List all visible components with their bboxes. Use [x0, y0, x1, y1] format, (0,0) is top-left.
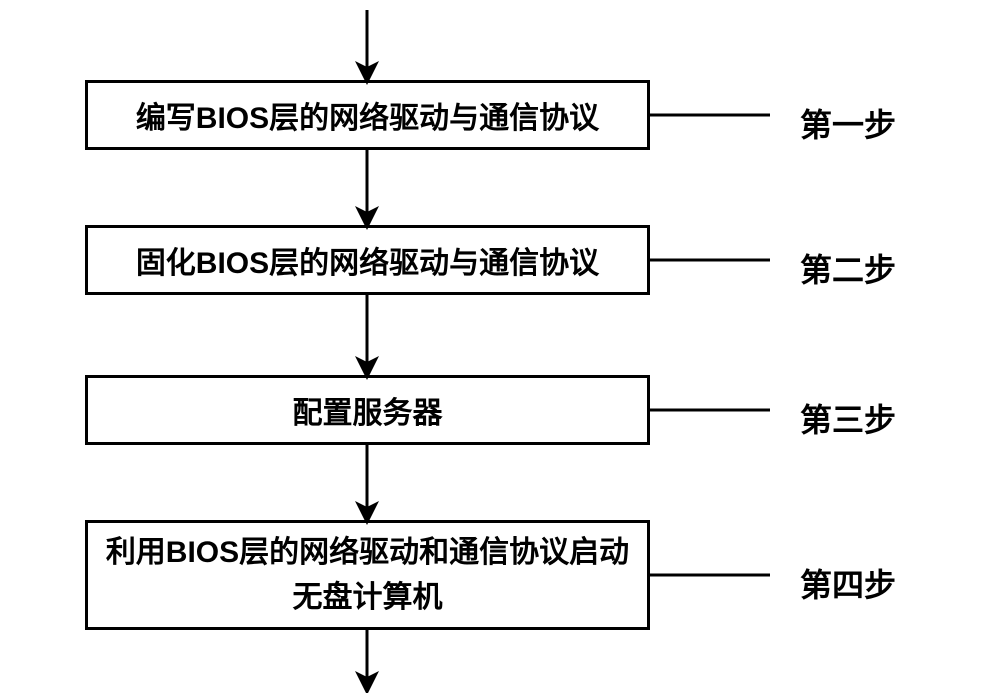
flowchart-canvas: 编写BIOS层的网络驱动与通信协议 第一步 固化BIOS层的网络驱动与通信协议 …	[0, 0, 1000, 693]
step-text-3: 配置服务器	[293, 388, 443, 432]
step-text-2: 固化BIOS层的网络驱动与通信协议	[136, 238, 599, 282]
step-label-2: 第二步	[800, 245, 896, 291]
step-box-1: 编写BIOS层的网络驱动与通信协议	[85, 80, 650, 150]
step-label-3: 第三步	[800, 395, 896, 441]
step-text-4: 利用BIOS层的网络驱动和通信协议启动无盘计算机	[98, 530, 637, 620]
step-box-2: 固化BIOS层的网络驱动与通信协议	[85, 225, 650, 295]
step-text-1: 编写BIOS层的网络驱动与通信协议	[136, 93, 599, 137]
step-box-4: 利用BIOS层的网络驱动和通信协议启动无盘计算机	[85, 520, 650, 630]
step-box-3: 配置服务器	[85, 375, 650, 445]
step-label-1: 第一步	[800, 100, 896, 146]
step-label-4: 第四步	[800, 560, 896, 606]
